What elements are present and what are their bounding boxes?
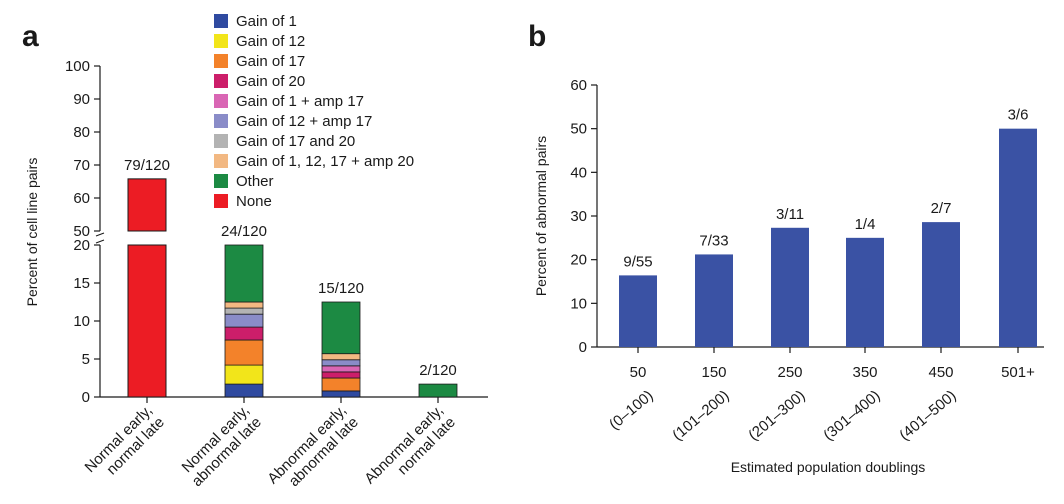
y-tick-label: 5 bbox=[82, 351, 90, 368]
bar-value-label: 2/120 bbox=[419, 362, 457, 379]
y-tick-label: 80 bbox=[73, 124, 90, 141]
x-category-label: Abnormal early,abnormal late bbox=[264, 402, 362, 500]
bar-segment bbox=[321, 390, 361, 398]
bar-value-label: 3/11 bbox=[776, 206, 804, 223]
bar-segment bbox=[224, 307, 264, 315]
legend-swatch bbox=[214, 134, 228, 148]
x-axis-title: Estimated population doublings bbox=[731, 459, 926, 475]
x-category-label: Normal early,abnormal late bbox=[177, 402, 265, 490]
legend-label: Gain of 17 bbox=[236, 53, 305, 70]
legend-label: Gain of 12 bbox=[236, 33, 305, 50]
legend-swatch bbox=[214, 194, 228, 208]
panel-b: b 0 10 20 30 40 50 60 Percent of abnormal pairs 9… bbox=[528, 20, 1044, 475]
bar-segment bbox=[321, 365, 361, 373]
legend-swatch bbox=[214, 114, 228, 128]
bar-segment bbox=[224, 301, 264, 309]
bar-segment bbox=[224, 364, 264, 385]
legend-swatch bbox=[214, 174, 228, 188]
x-tick-label: 150 bbox=[701, 364, 726, 381]
bar-segment bbox=[321, 301, 361, 355]
axis-break-mark bbox=[95, 239, 105, 244]
bar-value-label: 15/120 bbox=[318, 280, 364, 297]
legend-swatch bbox=[214, 154, 228, 168]
bar bbox=[695, 254, 733, 347]
bar-value-label: 79/120 bbox=[124, 157, 170, 174]
bar-value-label: 24/120 bbox=[221, 223, 267, 240]
legend-swatch bbox=[214, 14, 228, 28]
legend-swatch bbox=[214, 74, 228, 88]
legend-label: Gain of 12 + amp 17 bbox=[236, 113, 372, 130]
y-tick-label: 90 bbox=[73, 91, 90, 108]
y-tick-label: 50 bbox=[570, 121, 587, 138]
legend-label: Gain of 1 + amp 17 bbox=[236, 93, 364, 110]
y-tick-label: 70 bbox=[73, 157, 90, 174]
bar bbox=[846, 237, 884, 347]
bar-value-label: 3/6 bbox=[1008, 107, 1029, 124]
y-tick-label: 20 bbox=[570, 252, 587, 269]
legend-label: Gain of 1 bbox=[236, 13, 297, 30]
bar-segment bbox=[224, 244, 264, 303]
bar-value-label: 9/55 bbox=[623, 253, 652, 270]
bar-segment bbox=[224, 383, 264, 398]
x-tick-label: 450 bbox=[928, 364, 953, 381]
x-category-label: Normal early,normal late bbox=[82, 402, 168, 488]
panel-label-b: b bbox=[528, 20, 546, 53]
y-tick-label: 20 bbox=[73, 237, 90, 254]
x-range-label: (0–100) bbox=[606, 387, 657, 433]
bar bbox=[999, 128, 1037, 347]
legend-swatch bbox=[214, 54, 228, 68]
x-range-label: (101–200) bbox=[669, 387, 732, 444]
y-tick-label: 15 bbox=[73, 275, 90, 292]
x-range-label: (401–500) bbox=[896, 387, 959, 444]
legend-label: Gain of 1, 12, 17 + amp 20 bbox=[236, 153, 414, 170]
legend-swatch bbox=[214, 94, 228, 108]
y-tick-label: 40 bbox=[570, 164, 587, 181]
legend-label: Other bbox=[236, 173, 274, 190]
y-tick-label: 10 bbox=[73, 313, 90, 330]
panel-a: a 50 60 70 80 90 100 0 5 10 15 20 Percent of cell li… bbox=[22, 13, 488, 500]
x-range-label: (201–300) bbox=[745, 387, 808, 444]
bar-segment bbox=[321, 359, 361, 367]
bar-segment bbox=[224, 313, 264, 328]
panel-label-a: a bbox=[22, 20, 39, 53]
bar-segment bbox=[224, 339, 264, 366]
x-tick-label: 501+ bbox=[1001, 364, 1035, 381]
y-tick-label: 0 bbox=[579, 339, 587, 356]
y-axis-title: Percent of abnormal pairs bbox=[533, 136, 549, 296]
bar bbox=[619, 275, 657, 347]
bar-segment bbox=[321, 377, 361, 392]
x-tick-label: 250 bbox=[777, 364, 802, 381]
bar-segment bbox=[127, 178, 167, 232]
bar-segment bbox=[321, 371, 361, 379]
y-tick-label: 100 bbox=[65, 58, 90, 75]
bar-segment bbox=[321, 353, 361, 361]
y-tick-label: 60 bbox=[73, 190, 90, 207]
y-tick-label: 0 bbox=[82, 389, 90, 406]
bar bbox=[771, 227, 809, 347]
y-tick-label: 10 bbox=[570, 295, 587, 312]
x-range-label: (301–400) bbox=[820, 387, 883, 444]
bar-segment bbox=[127, 244, 167, 398]
y-tick-label: 60 bbox=[570, 77, 587, 94]
legend-label: None bbox=[236, 193, 272, 210]
axis-break-mark bbox=[95, 232, 105, 237]
y-axis-title: Percent of cell line pairs bbox=[24, 158, 40, 307]
x-tick-label: 50 bbox=[630, 364, 647, 381]
bar bbox=[922, 222, 960, 347]
legend-label: Gain of 17 and 20 bbox=[236, 133, 355, 150]
bar-segment bbox=[418, 383, 458, 398]
bar-value-label: 2/7 bbox=[931, 200, 952, 217]
y-tick-label: 30 bbox=[570, 208, 587, 225]
x-category-label: Abnormal early,normal late bbox=[361, 402, 459, 500]
bar-value-label: 7/33 bbox=[699, 232, 728, 249]
bar-value-label: 1/4 bbox=[855, 216, 876, 233]
x-tick-label: 350 bbox=[852, 364, 877, 381]
legend-label: Gain of 20 bbox=[236, 73, 305, 90]
legend-swatch bbox=[214, 34, 228, 48]
bar-segment bbox=[224, 326, 264, 341]
y-tick-label: 50 bbox=[73, 223, 90, 240]
